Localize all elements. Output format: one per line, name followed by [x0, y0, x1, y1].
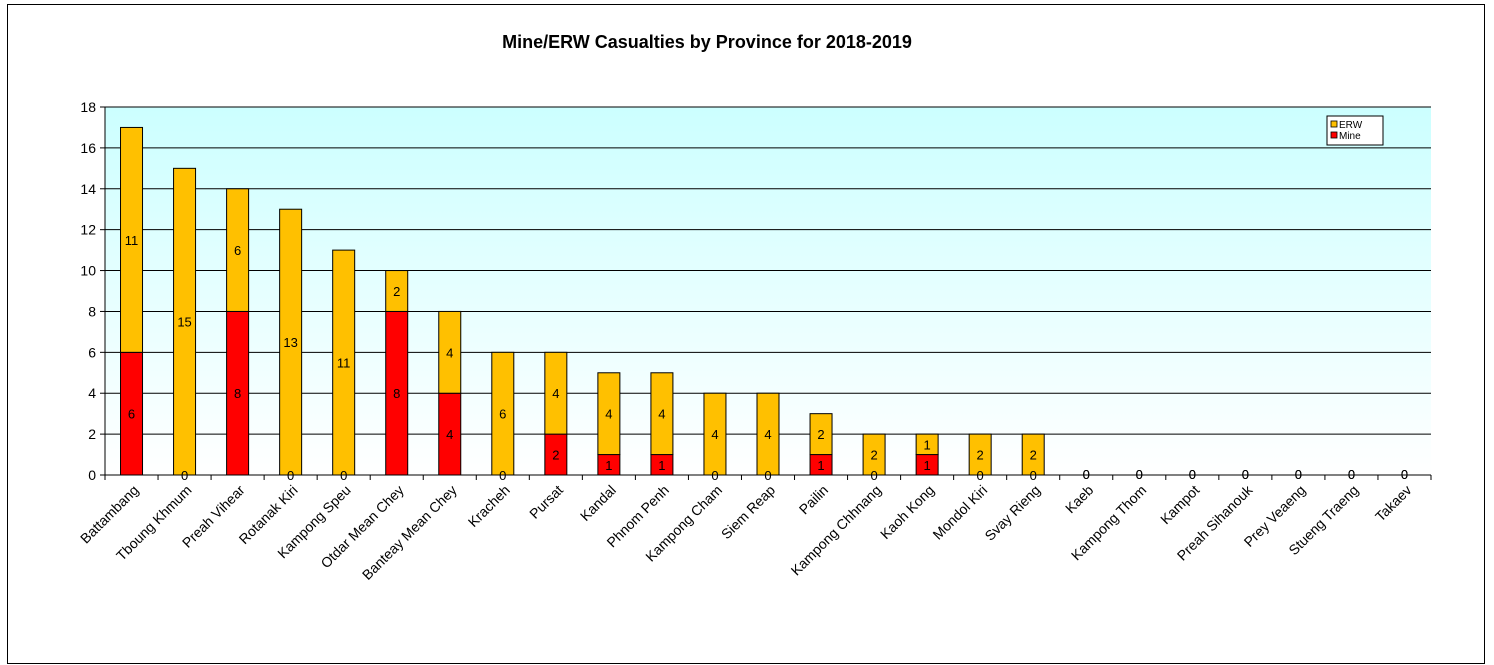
legend-label: Mine [1339, 131, 1361, 142]
chart-frame: Mine/ERW Casualties by Province for 2018… [7, 4, 1485, 664]
data-label-mine: 1 [658, 458, 665, 473]
x-tick-label: Kandal [577, 482, 619, 524]
y-axis: 0 2 4 6 8 10 12 14 16 18 [80, 99, 106, 483]
bar-erw [597, 372, 621, 456]
y-tick-label: 2 [88, 426, 96, 442]
data-label-erw: 4 [605, 407, 612, 422]
x-tick-label: Svay Rieng [981, 482, 1043, 544]
x-tick-label: Pursat [526, 482, 566, 522]
data-label-erw: 4 [658, 407, 665, 422]
data-label-mine: 1 [817, 458, 824, 473]
data-label-erw: 11 [125, 233, 139, 248]
x-tick-label: Takaev [1372, 482, 1415, 525]
data-label-mine: 4 [446, 427, 453, 442]
x-tick-label: Kaoh Kong [877, 482, 937, 542]
legend-swatch [1330, 131, 1338, 139]
legend-swatch [1330, 120, 1338, 128]
x-tick-label: Siem Reap [718, 482, 778, 542]
bar-erw [226, 188, 250, 312]
data-label-erw: 4 [552, 386, 559, 401]
data-label-erw: 6 [234, 243, 241, 258]
y-tick-label: 18 [80, 99, 96, 115]
legend-box [1326, 115, 1384, 146]
data-label-erw: 6 [499, 407, 506, 422]
data-label-erw: 4 [711, 427, 718, 442]
bar-erw [809, 413, 833, 456]
y-tick-label: 0 [88, 467, 96, 483]
y-tick-label: 14 [80, 181, 96, 197]
bar-erw [120, 126, 144, 353]
bar-erw [385, 270, 409, 312]
data-label-erw: 2 [870, 448, 877, 463]
data-label-erw: 2 [977, 448, 984, 463]
data-label-erw: 2 [1030, 448, 1037, 463]
x-tick-label: Kampot [1157, 482, 1203, 528]
x-tick-label: Kaeb [1062, 482, 1097, 517]
y-tick-label: 12 [80, 222, 96, 238]
data-label-mine: 8 [234, 386, 241, 401]
y-tick-label: 6 [88, 344, 96, 360]
data-label-mine: 1 [924, 458, 931, 473]
bar-erw [650, 372, 674, 456]
data-label-erw: 1 [924, 437, 931, 452]
data-label-erw: 2 [393, 284, 400, 299]
x-tick-label: Kracheh [465, 482, 513, 530]
x-tick-label: Pailin [796, 482, 832, 518]
x-tick-label: Banteay Mean Chey [359, 482, 460, 583]
y-tick-label: 16 [80, 140, 96, 156]
chart-title: Mine/ERW Casualties by Province for 2018… [502, 32, 912, 52]
data-label-erw: 4 [446, 345, 453, 360]
legend-label: ERW [1339, 120, 1363, 131]
data-label-mine: 2 [552, 448, 559, 463]
bar-erw [915, 433, 939, 456]
data-label-erw: 15 [177, 315, 191, 330]
chart-svg: Mine/ERW Casualties by Province for 2018… [77, 32, 1432, 583]
data-label-erw: 4 [764, 427, 771, 442]
y-tick-label: 10 [80, 263, 96, 279]
data-label-mine: 1 [605, 458, 612, 473]
bar-erw [438, 310, 462, 394]
data-label-erw: 2 [817, 427, 824, 442]
data-label-mine: 8 [393, 386, 400, 401]
bar-erw [544, 351, 568, 435]
y-tick-label: 8 [88, 303, 96, 319]
data-label-erw: 13 [283, 335, 297, 350]
x-tick-label: Kampong Chhnang [788, 482, 885, 579]
data-label-mine: 6 [128, 407, 135, 422]
data-label-erw: 11 [337, 356, 351, 371]
y-tick-label: 4 [88, 385, 96, 401]
